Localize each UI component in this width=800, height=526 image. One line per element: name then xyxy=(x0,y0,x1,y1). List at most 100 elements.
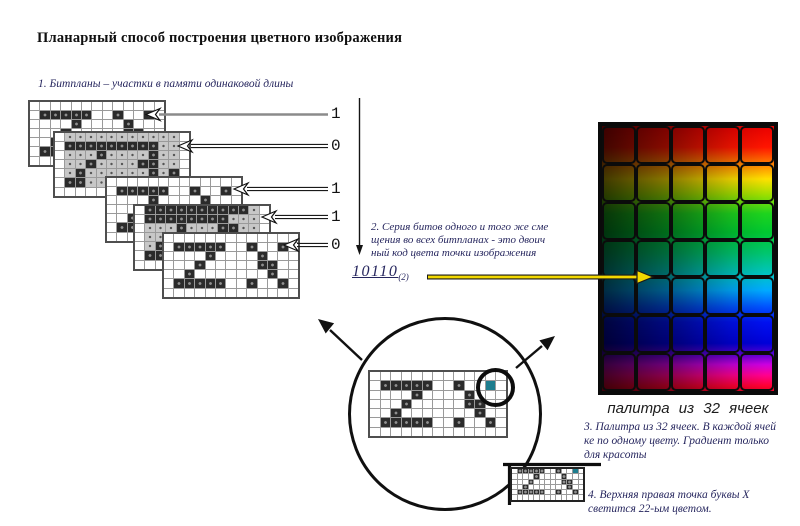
pixel-cell xyxy=(75,151,86,160)
pixel-cell xyxy=(30,156,40,165)
pixel-cell xyxy=(556,495,561,500)
pixel-cell xyxy=(567,495,573,500)
pixel-cell xyxy=(164,261,174,270)
pixel-cell xyxy=(391,381,401,390)
pixel-cell xyxy=(158,178,169,187)
pixel-cell xyxy=(221,196,231,205)
pixel-cell xyxy=(107,196,117,205)
pixel-cell xyxy=(55,142,65,151)
pixel-cell xyxy=(391,399,401,409)
pixel-cell xyxy=(127,232,138,241)
pixel-cell xyxy=(231,187,242,196)
pixel-cell xyxy=(166,224,176,233)
pixel-cell xyxy=(485,427,495,437)
pixel-cell xyxy=(86,151,96,160)
pixel-cell xyxy=(454,418,464,427)
pixel-cell xyxy=(278,261,288,270)
pixel-cell xyxy=(231,196,242,205)
pixel-cell xyxy=(412,372,422,381)
note-palette: 3. Палитра из 32 ячеек. В каждой ячей ке… xyxy=(584,420,799,462)
pixel-cell xyxy=(205,288,215,297)
pixel-cell xyxy=(422,372,432,381)
pixel-cell xyxy=(238,215,249,224)
pixel-cell xyxy=(40,138,50,147)
pixel-cell xyxy=(278,243,288,252)
pixel-cell xyxy=(154,120,165,129)
pixel-cell xyxy=(190,196,200,205)
pixel-cell xyxy=(226,279,236,288)
pixel-cell xyxy=(86,178,96,187)
pixel-cell xyxy=(75,133,86,142)
pixel-cell xyxy=(475,409,485,418)
pixel-cell xyxy=(228,206,238,215)
pixel-cell xyxy=(496,418,506,427)
pixel-cell xyxy=(169,151,179,160)
pixel-cell xyxy=(117,214,127,223)
pixel-cell xyxy=(106,160,117,169)
pixel-cell xyxy=(578,484,584,490)
pixel-cell xyxy=(127,178,138,187)
pixel-cell xyxy=(135,215,145,224)
pixel-cell xyxy=(556,484,561,490)
pixel-cell xyxy=(30,102,40,111)
pixel-cell xyxy=(117,232,127,241)
pixel-cell xyxy=(205,279,215,288)
pixel-cell xyxy=(96,169,106,178)
pixel-cell xyxy=(169,142,179,151)
pixel-cell xyxy=(412,390,422,399)
pixel-cell xyxy=(96,133,106,142)
palette-cell xyxy=(602,163,637,202)
magnifier-arrow-left-head xyxy=(318,319,335,334)
pixel-cell xyxy=(148,196,158,205)
palette-caption: палитра из 32 ячеек xyxy=(607,400,769,417)
pixel-cell xyxy=(138,133,148,142)
pixel-cell xyxy=(155,242,166,251)
pixel-cell xyxy=(257,279,267,288)
pixel-cell xyxy=(174,234,184,243)
color-palette xyxy=(598,122,778,395)
pixel-cell xyxy=(184,234,195,243)
pixel-cell xyxy=(573,474,578,479)
highlighted-pixel-cell xyxy=(573,469,578,474)
page-title: Планарный способ построения цветного изо… xyxy=(37,30,403,46)
pixel-cell xyxy=(528,484,534,490)
pixel-cell xyxy=(578,479,584,484)
pixel-cell xyxy=(145,233,155,242)
pixel-cell xyxy=(205,252,215,261)
pixel-cell xyxy=(550,479,556,484)
pixel-cell xyxy=(86,187,96,196)
pixel-cell xyxy=(257,243,267,252)
pixel-cell xyxy=(40,120,50,129)
pixel-cell xyxy=(267,288,278,297)
pixel-cell xyxy=(226,288,236,297)
pixel-cell xyxy=(148,187,158,196)
pixel-cell xyxy=(370,390,380,399)
pixel-cell xyxy=(422,427,432,437)
pixel-cell xyxy=(464,409,474,418)
pixel-cell xyxy=(195,252,205,261)
pixel-cell xyxy=(30,138,40,147)
pixel-cell xyxy=(174,288,184,297)
pixel-cell xyxy=(127,205,138,214)
pixel-cell xyxy=(523,490,528,495)
pixel-cell xyxy=(257,234,267,243)
pixel-cell xyxy=(567,490,573,495)
pixel-cell xyxy=(86,160,96,169)
pixel-cell xyxy=(539,495,545,500)
pixel-cell xyxy=(534,484,539,490)
pixel-cell xyxy=(55,187,65,196)
pixel-cell xyxy=(117,178,127,187)
pixel-cell xyxy=(523,495,528,500)
pixel-cell xyxy=(96,187,106,196)
pixel-cell xyxy=(267,234,278,243)
pixel-cell xyxy=(475,427,485,437)
pixel-cell xyxy=(573,490,578,495)
pixel-cell xyxy=(464,399,474,409)
pixel-cell xyxy=(412,427,422,437)
pixel-cell xyxy=(169,169,179,178)
pixel-cell xyxy=(422,418,432,427)
pixel-cell xyxy=(573,479,578,484)
palette-cell xyxy=(739,315,774,354)
pixel-cell xyxy=(179,187,190,196)
pixel-cell xyxy=(221,178,231,187)
